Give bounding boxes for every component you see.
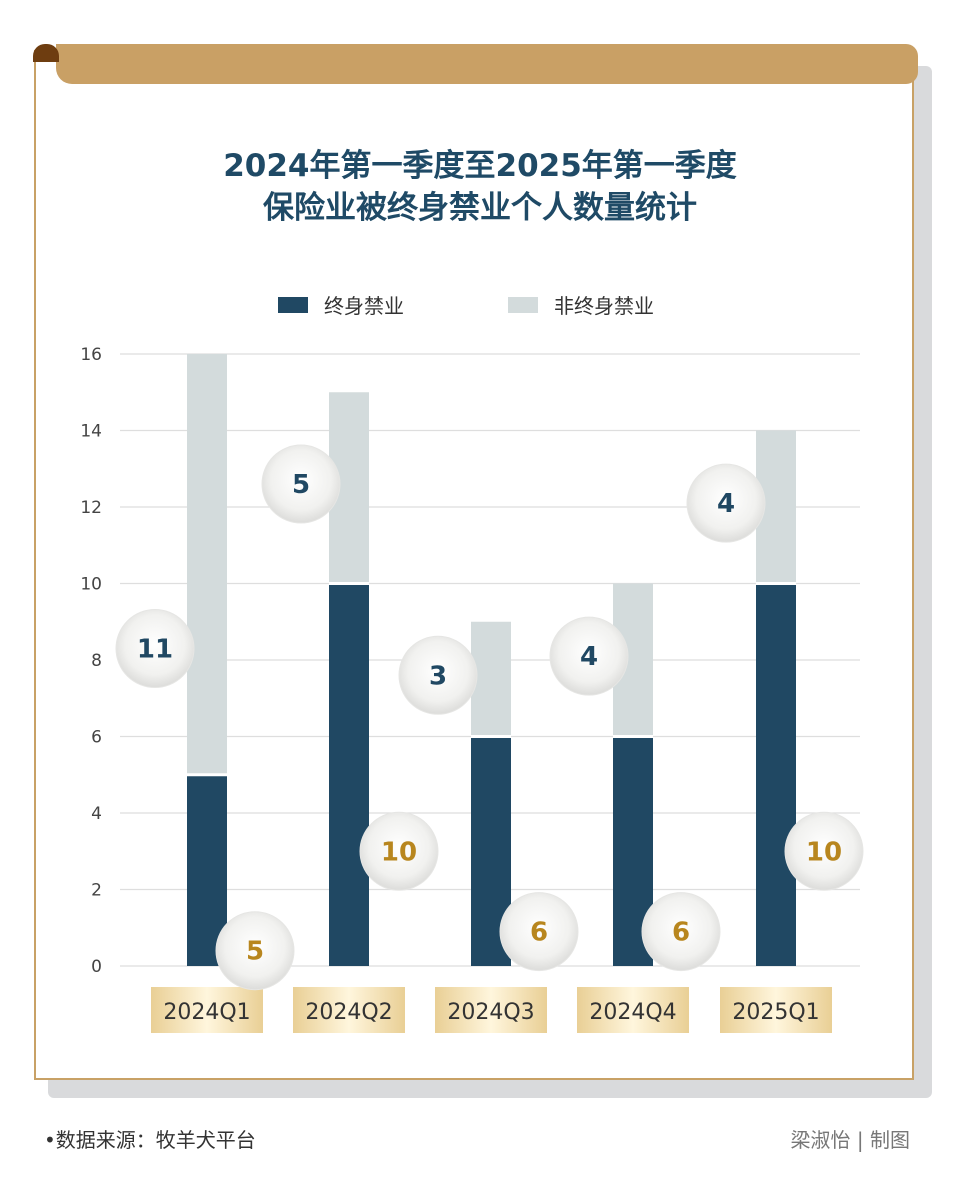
chart-title-line-2: 保险业被终身禁业个人数量统计 bbox=[263, 190, 697, 226]
header-tab-corner bbox=[33, 44, 59, 62]
data-label-value: 5 bbox=[292, 470, 310, 500]
y-tick-label: 2 bbox=[91, 881, 102, 901]
legend-item-lifetime: 终身禁业 bbox=[278, 290, 404, 319]
legend-swatch-lifetime bbox=[278, 296, 308, 313]
category-label: 2024Q2 bbox=[305, 1000, 392, 1025]
data-labels: 5 11 10 5 6 3 6 4 10 4 bbox=[115, 444, 864, 991]
data-label-value: 4 bbox=[580, 642, 598, 672]
chart-title-line-1: 2024年第一季度至2025年第一季度 bbox=[223, 148, 737, 184]
legend-item-non-lifetime: 非终身禁业 bbox=[508, 290, 654, 319]
category-chip bbox=[435, 987, 547, 1033]
category-chip bbox=[293, 987, 405, 1033]
data-label-non-lifetime: 4 bbox=[686, 463, 766, 543]
category-chip bbox=[577, 987, 689, 1033]
bars bbox=[187, 354, 796, 966]
y-tick-label: 0 bbox=[91, 957, 102, 977]
data-source-note: •数据来源：牧羊犬平台 bbox=[44, 1128, 256, 1152]
data-label-value: 10 bbox=[806, 837, 842, 867]
data-label-lifetime: 10 bbox=[359, 811, 439, 891]
data-label-lifetime: 5 bbox=[215, 911, 295, 991]
data-label-non-lifetime: 11 bbox=[115, 609, 195, 689]
data-label-bubble bbox=[115, 609, 195, 689]
category-chip bbox=[720, 987, 832, 1033]
data-label-non-lifetime: 5 bbox=[261, 444, 341, 524]
category-labels: 2024Q1 2024Q2 2024Q3 2024Q4 2025Q1 bbox=[151, 987, 832, 1033]
data-label-bubble bbox=[215, 911, 295, 991]
legend-label-lifetime: 终身禁业 bbox=[324, 294, 404, 318]
data-label-non-lifetime: 3 bbox=[398, 635, 478, 715]
category-label: 2024Q1 bbox=[163, 1000, 250, 1025]
data-label-value: 6 bbox=[672, 918, 690, 948]
data-label-value: 4 bbox=[717, 489, 735, 519]
bar-lifetime bbox=[756, 583, 796, 966]
data-label-lifetime: 10 bbox=[784, 811, 864, 891]
y-tick-label: 10 bbox=[80, 575, 102, 595]
data-label-value: 5 bbox=[246, 937, 264, 967]
author-credit: 梁淑怡 | 制图 bbox=[790, 1128, 910, 1152]
y-tick-label: 12 bbox=[80, 498, 102, 518]
data-label-bubble bbox=[784, 811, 864, 891]
y-tick-label: 6 bbox=[91, 728, 102, 748]
bar-non-lifetime bbox=[187, 354, 227, 775]
data-label-value: 6 bbox=[530, 918, 548, 948]
data-label-non-lifetime: 4 bbox=[549, 616, 629, 696]
data-label-bubble bbox=[499, 892, 579, 972]
y-axis-ticks: 0 2 4 6 8 10 12 14 16 bbox=[80, 345, 102, 977]
data-label-bubble bbox=[641, 892, 721, 972]
bar-lifetime bbox=[329, 583, 369, 966]
y-tick-label: 14 bbox=[80, 422, 102, 442]
data-label-bubble bbox=[549, 616, 629, 696]
legend-swatch-non-lifetime bbox=[508, 296, 538, 313]
category-label: 2024Q4 bbox=[589, 1000, 676, 1025]
header-tab-strip bbox=[56, 44, 918, 84]
category-label: 2025Q1 bbox=[732, 1000, 819, 1025]
legend-label-non-lifetime: 非终身禁业 bbox=[554, 294, 654, 318]
data-label-bubble bbox=[686, 463, 766, 543]
category-label: 2024Q3 bbox=[447, 1000, 534, 1025]
y-tick-label: 4 bbox=[91, 804, 102, 824]
category-chip bbox=[151, 987, 263, 1033]
data-label-value: 10 bbox=[381, 837, 417, 867]
data-label-value: 11 bbox=[137, 635, 173, 665]
data-label-value: 3 bbox=[429, 661, 447, 691]
y-tick-label: 8 bbox=[91, 651, 102, 671]
data-label-bubble bbox=[398, 635, 478, 715]
data-label-lifetime: 6 bbox=[641, 892, 721, 972]
data-label-bubble bbox=[359, 811, 439, 891]
data-label-bubble bbox=[261, 444, 341, 524]
bar-non-lifetime bbox=[471, 621, 511, 737]
y-tick-label: 16 bbox=[80, 345, 102, 365]
data-label-lifetime: 6 bbox=[499, 892, 579, 972]
